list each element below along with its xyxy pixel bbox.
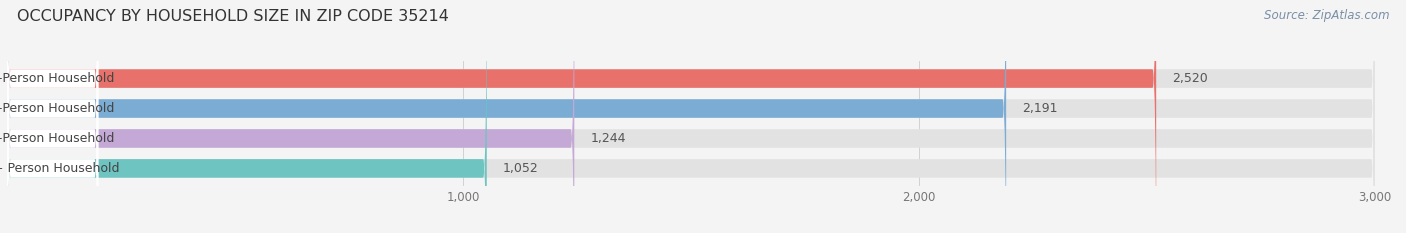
Text: Source: ZipAtlas.com: Source: ZipAtlas.com xyxy=(1264,9,1389,22)
FancyBboxPatch shape xyxy=(7,0,1375,233)
FancyBboxPatch shape xyxy=(7,0,98,233)
FancyBboxPatch shape xyxy=(7,0,1375,233)
Text: 2,191: 2,191 xyxy=(1022,102,1057,115)
FancyBboxPatch shape xyxy=(7,0,98,233)
FancyBboxPatch shape xyxy=(7,0,1375,233)
FancyBboxPatch shape xyxy=(7,0,1007,233)
FancyBboxPatch shape xyxy=(7,0,1156,233)
Text: 3-Person Household: 3-Person Household xyxy=(0,132,115,145)
FancyBboxPatch shape xyxy=(7,0,574,233)
Text: 2-Person Household: 2-Person Household xyxy=(0,102,115,115)
Text: 1-Person Household: 1-Person Household xyxy=(0,72,115,85)
FancyBboxPatch shape xyxy=(7,0,1375,233)
FancyBboxPatch shape xyxy=(7,0,98,233)
FancyBboxPatch shape xyxy=(7,0,486,233)
Text: 1,244: 1,244 xyxy=(591,132,626,145)
Text: 2,520: 2,520 xyxy=(1173,72,1208,85)
Text: 1,052: 1,052 xyxy=(503,162,538,175)
Text: 4+ Person Household: 4+ Person Household xyxy=(0,162,120,175)
FancyBboxPatch shape xyxy=(7,0,98,233)
Text: OCCUPANCY BY HOUSEHOLD SIZE IN ZIP CODE 35214: OCCUPANCY BY HOUSEHOLD SIZE IN ZIP CODE … xyxy=(17,9,449,24)
